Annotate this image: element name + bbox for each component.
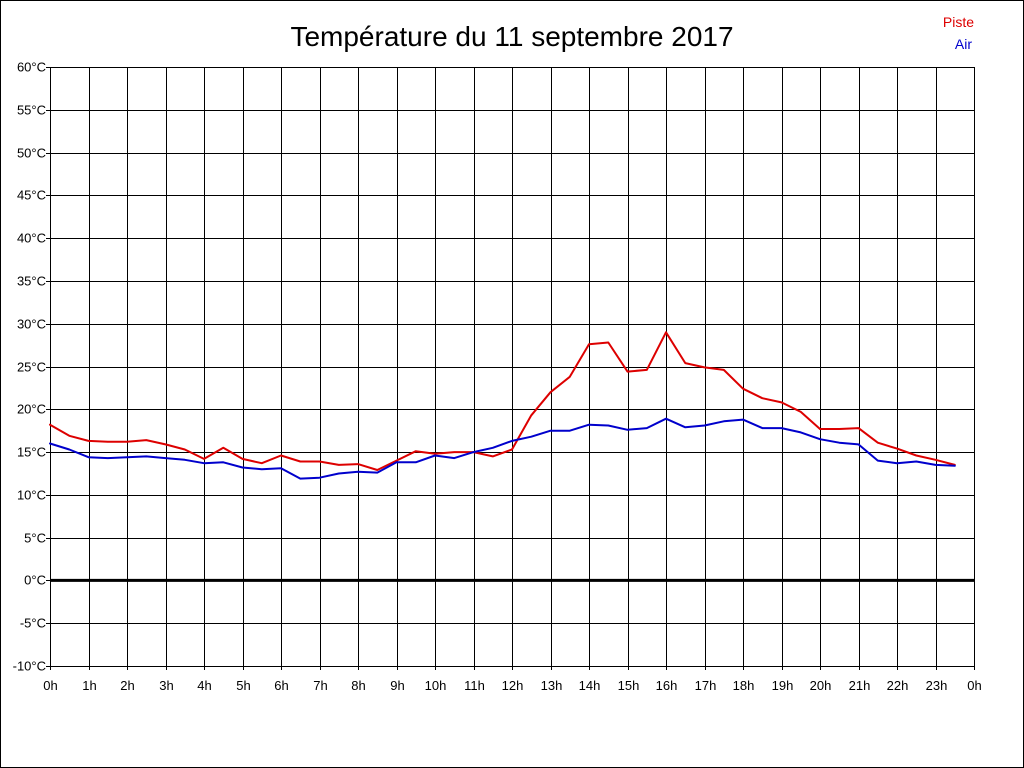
x-tick-label: 4h bbox=[197, 678, 211, 693]
y-tick-label: 20°C bbox=[17, 402, 46, 417]
y-tick-label: 0°C bbox=[24, 573, 46, 588]
chart-title: Température du 11 septembre 2017 bbox=[290, 21, 733, 52]
grid bbox=[46, 67, 975, 670]
axis-labels: 0h 1h 2h 3h 4h 5h 6h 7h 8h 9h 10h 11h 12h 13h 14h 15h 16… bbox=[13, 60, 982, 694]
series-line-piste bbox=[49, 331, 956, 471]
series-line-air bbox=[49, 417, 956, 480]
x-tick-label: 5h bbox=[236, 678, 250, 693]
y-tick-label: 5°C bbox=[24, 531, 46, 546]
x-tick-label: 0h bbox=[43, 678, 57, 693]
x-tick-label: 8h bbox=[351, 678, 365, 693]
x-tick-label: 19h bbox=[772, 678, 794, 693]
x-tick-label: 21h bbox=[849, 678, 871, 693]
y-tick-label: 15°C bbox=[17, 445, 46, 460]
x-tick-label: 23h bbox=[926, 678, 948, 693]
x-tick-label: 0h bbox=[967, 678, 981, 693]
x-tick-label: 13h bbox=[541, 678, 563, 693]
x-tick-label: 17h bbox=[695, 678, 717, 693]
y-tick-label: 40°C bbox=[17, 231, 46, 246]
x-tick-label: 12h bbox=[502, 678, 524, 693]
x-tick-label: 7h bbox=[313, 678, 327, 693]
x-tick-label: 1h bbox=[82, 678, 96, 693]
y-tick-label: -5°C bbox=[20, 616, 46, 631]
x-tick-label: 10h bbox=[425, 678, 447, 693]
series-layer bbox=[49, 331, 956, 480]
y-tick-label: 60°C bbox=[17, 60, 46, 75]
x-tick-label: 16h bbox=[656, 678, 678, 693]
x-tick-label: 11h bbox=[464, 678, 485, 693]
x-tick-label: 14h bbox=[579, 678, 601, 693]
y-tick-label: 35°C bbox=[17, 274, 46, 289]
y-tick-label: -10°C bbox=[13, 659, 46, 674]
y-tick-label: 30°C bbox=[17, 317, 46, 332]
legend-entry-piste: Piste bbox=[943, 14, 974, 30]
y-tick-label: 50°C bbox=[17, 146, 46, 161]
x-tick-label: 9h bbox=[390, 678, 404, 693]
y-tick-label: 25°C bbox=[17, 360, 46, 375]
x-tick-label: 15h bbox=[618, 678, 640, 693]
y-tick-label: 45°C bbox=[17, 188, 46, 203]
x-tick-label: 22h bbox=[887, 678, 909, 693]
x-tick-label: 2h bbox=[120, 678, 134, 693]
x-tick-label: 6h bbox=[274, 678, 288, 693]
x-tick-label: 20h bbox=[810, 678, 832, 693]
x-tick-label: 3h bbox=[159, 678, 173, 693]
y-tick-label: 10°C bbox=[17, 488, 46, 503]
x-tick-label: 18h bbox=[733, 678, 755, 693]
legend-entry-air: Air bbox=[955, 36, 972, 52]
y-tick-label: 55°C bbox=[17, 103, 46, 118]
